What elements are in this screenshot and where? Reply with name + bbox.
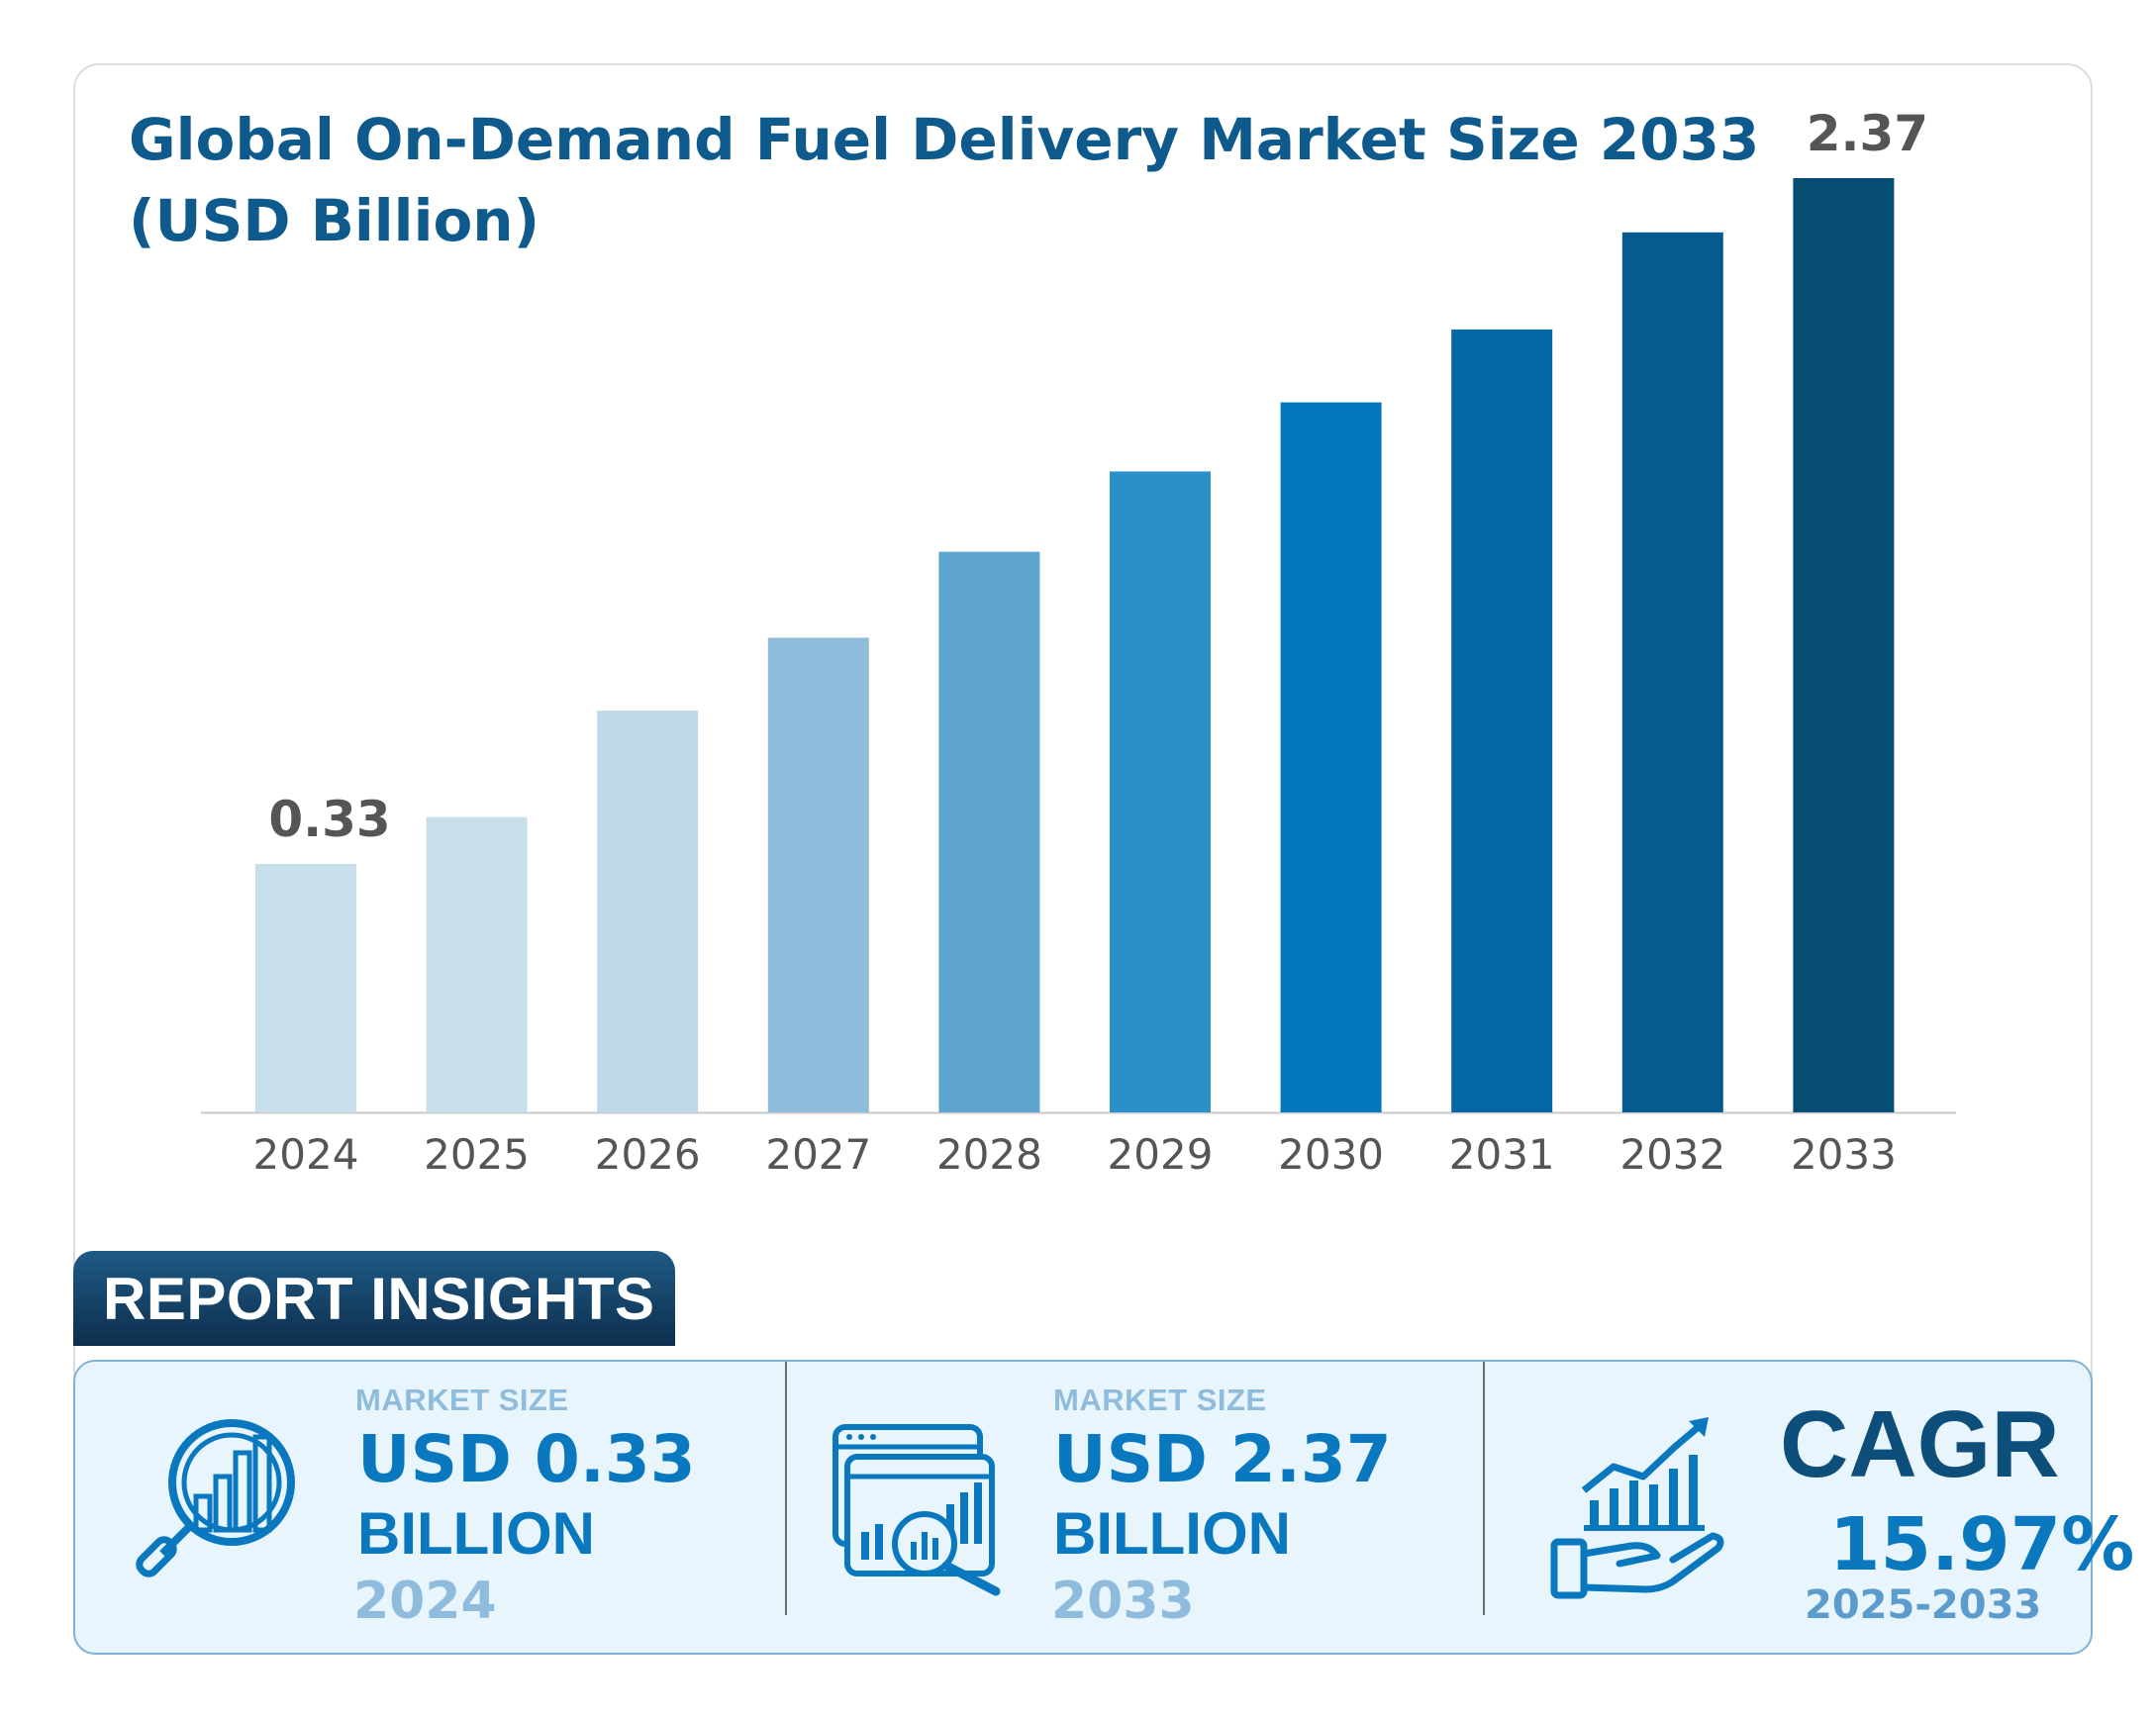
report-insights-tab: REPORT INSIGHTS [73, 1251, 675, 1346]
x-tick-label-2033: 2033 [1791, 1130, 1897, 1179]
dashboard-analysis-icon [833, 1424, 1001, 1596]
market-size-2033-value: USD 2.37 [1053, 1421, 1392, 1497]
cagr-label: CAGR [1780, 1391, 2060, 1497]
cagr-period: 2025-2033 [1805, 1582, 2042, 1628]
x-tick-label-2030: 2030 [1278, 1130, 1384, 1179]
bar-2030 [1280, 402, 1382, 1113]
x-tick-label-2031: 2031 [1449, 1130, 1555, 1179]
insights-divider-2 [1483, 1362, 1485, 1615]
bar-2027 [767, 637, 869, 1112]
x-tick-label-2027: 2027 [765, 1130, 871, 1179]
bar-2033 [1793, 178, 1895, 1112]
data-label-2024: 0.33 [268, 791, 390, 848]
bar-2028 [938, 551, 1040, 1112]
x-tick-label-2026: 2026 [595, 1130, 701, 1179]
bar-2029 [1110, 471, 1211, 1112]
market-size-2033-caption: MARKET SIZE [1053, 1383, 1267, 1417]
bar-2024 [255, 863, 356, 1112]
cagr-value: 15.97% [1829, 1502, 2135, 1587]
hand-growth-chart-icon [1550, 1417, 1724, 1599]
bar-2031 [1451, 329, 1553, 1112]
market-size-2024-unit: BILLION [357, 1500, 595, 1567]
x-tick-label-2028: 2028 [936, 1130, 1042, 1179]
x-tick-label-2029: 2029 [1108, 1130, 1214, 1179]
bar-2025 [426, 816, 528, 1112]
insights-divider-1 [785, 1362, 787, 1615]
market-size-2024-year: 2024 [353, 1572, 497, 1631]
market-size-2024-value: USD 0.33 [357, 1421, 696, 1497]
insights-panel [73, 1360, 2093, 1655]
market-size-2033-unit: BILLION [1053, 1500, 1291, 1567]
x-tick-label-2025: 2025 [424, 1130, 530, 1179]
report-insights-label: REPORT INSIGHTS [103, 1266, 655, 1332]
bar-chart: 2024 0.33 2025 2026 2027 2028 2029 2030 2031 2032… [201, 105, 1956, 1179]
chart-title: Global On-Demand Fuel Delivery Market Si… [129, 106, 1760, 254]
market-size-2033-year: 2033 [1051, 1572, 1195, 1631]
x-tick-label-2032: 2032 [1619, 1130, 1725, 1179]
x-tick-label-2024: 2024 [253, 1130, 359, 1179]
market-size-2024-caption: MARKET SIZE [355, 1383, 569, 1417]
bar-2026 [597, 711, 699, 1112]
data-label-2033: 2.37 [1807, 105, 1928, 162]
magnifier-chart-icon [136, 1419, 295, 1577]
bar-2032 [1621, 232, 1723, 1113]
